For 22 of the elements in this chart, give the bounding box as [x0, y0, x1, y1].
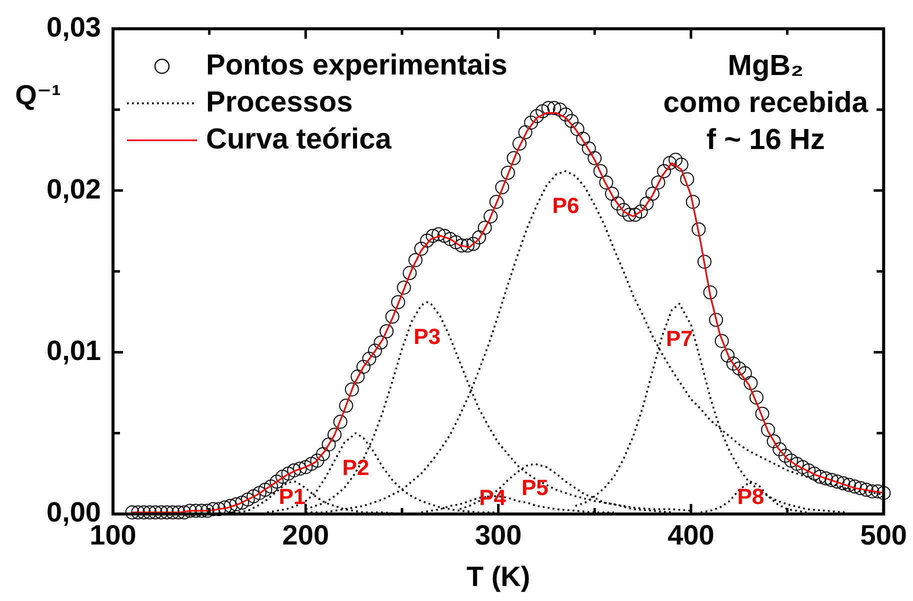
- annotation: P2: [342, 455, 370, 480]
- annotation: f ~ 16 Hz: [706, 124, 825, 156]
- x-tick-label: 300: [474, 520, 522, 551]
- annotation: P3: [414, 324, 440, 350]
- annotation: P8: [737, 484, 764, 509]
- legend-label: Curva teórica: [206, 123, 392, 156]
- y-tick-label: 0,03: [46, 12, 101, 43]
- annotation: P7: [666, 326, 693, 351]
- annotation: P6: [552, 193, 580, 218]
- y-tick-label: 0,01: [46, 334, 101, 366]
- legend-label: Pontos experimentais: [206, 49, 508, 82]
- y-tick-label: 0,02: [46, 173, 101, 204]
- annotation: P1: [278, 484, 306, 509]
- x-tick-label: 500: [860, 520, 907, 551]
- annotation: P5: [521, 474, 548, 500]
- annotation: MgB₂: [728, 50, 804, 82]
- x-tick-label: 200: [282, 520, 330, 551]
- y-axis-title: Q⁻¹: [15, 80, 61, 111]
- annotation: como recebida: [663, 86, 869, 119]
- x-tick-label: 400: [668, 520, 714, 551]
- x-axis-title: T (K): [466, 560, 530, 592]
- legend-label: Processos: [206, 86, 353, 118]
